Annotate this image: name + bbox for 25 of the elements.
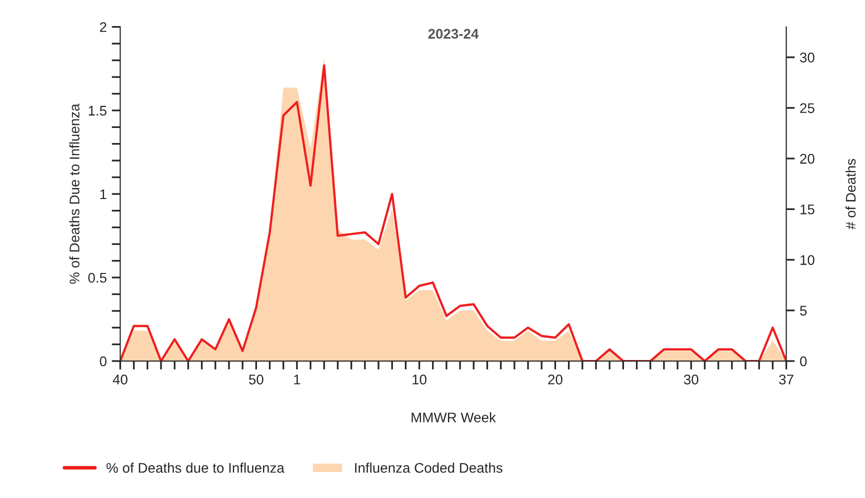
legend-label: Influenza Coded Deaths (355, 462, 502, 473)
y2-tick-label: 10 (800, 255, 814, 265)
x-tick-label: 30 (684, 374, 698, 384)
y2-tick-label: 30 (800, 52, 814, 62)
y-tick-label: 0 (100, 356, 106, 366)
x-tick-label: 40 (112, 374, 128, 384)
y-axis-title: % of Deaths Due to Influenza (69, 104, 80, 284)
y2-tick-label: 15 (800, 204, 814, 214)
y2-axis-title: # of Deaths (845, 158, 856, 230)
x-tick-label: 1 (294, 374, 300, 384)
x-tick-label: 10 (412, 374, 426, 384)
y-tick-label: 0.5 (88, 272, 106, 283)
y-tick-label: 1 (100, 189, 106, 200)
chart-title: 2023-24 (428, 28, 479, 39)
y2-tick-label: 0 (800, 356, 807, 366)
y2-tick-label: 5 (800, 306, 807, 316)
y-tick-label: 1.5 (88, 106, 106, 116)
y2-tick-label: 20 (800, 154, 814, 164)
legend-label: % of Deaths due to Influenza (106, 462, 284, 473)
y-tick-label: 2 (100, 22, 106, 32)
x-axis-title: MMWR Week (412, 412, 496, 422)
x-tick-label: 37 (779, 374, 794, 384)
y2-tick-label: 25 (800, 103, 814, 114)
x-tick-label: 20 (548, 374, 562, 384)
x-tick-label: 50 (248, 374, 264, 384)
